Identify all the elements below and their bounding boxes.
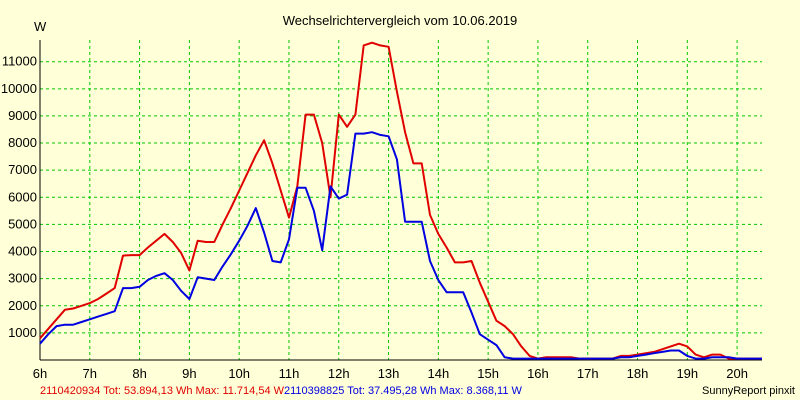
tick-labels: 6h 7h 8h 9h 10h 11h 12h 13h 14h 15h 16h 17h 18h 19h 20… [1, 54, 748, 381]
x-tick-label-4: 10h [228, 366, 250, 381]
x-tick-label-1: 7h [83, 366, 97, 381]
grid-layer [39, 40, 762, 360]
y-tick-label-10: 11000 [2, 54, 37, 69]
x-tick-label-7: 13h [378, 366, 400, 381]
series-layer [39, 41, 762, 360]
y-tick-label-5: 6000 [8, 189, 37, 204]
series-line-2110398825 [39, 131, 762, 360]
chart-title: Wechselrichtervergleich vom 10.06.2019 [283, 13, 518, 28]
x-tick-label-6: 12h [328, 366, 350, 381]
y-tick-label-1: 2000 [8, 298, 37, 313]
axis-layer [39, 40, 762, 361]
legend-footer: 2110420934 Tot: 53.894,13 Wh Max: 11.714… [40, 385, 795, 397]
y-tick-label-0: 1000 [8, 325, 37, 340]
x-tick-label-0: 6h [33, 366, 47, 381]
y-tick-label-4: 5000 [8, 216, 37, 231]
x-tick-label-9: 15h [477, 366, 499, 381]
x-tick-label-11: 17h [577, 366, 599, 381]
series-line-2110420934 [39, 41, 762, 360]
y-tick-label-6: 7000 [8, 162, 37, 177]
credit-text: SunnyReport pinxit [702, 385, 795, 397]
y-tick-label-3: 4000 [8, 244, 37, 259]
y-tick-label-9: 10000 [1, 81, 37, 96]
y-tick-label-7: 8000 [8, 135, 37, 150]
x-tick-label-14: 20h [726, 366, 748, 381]
y-tick-label-2: 3000 [8, 271, 37, 286]
x-tick-label-12: 18h [627, 366, 649, 381]
y-tick-label-8: 9000 [8, 108, 37, 123]
x-tick-label-10: 16h [527, 366, 549, 381]
x-tick-label-13: 19h [676, 366, 698, 381]
legend-series-2: 2110398825 Tot: 37.495,28 Wh Max: 8.368,… [284, 385, 523, 397]
y-axis-label: W [34, 19, 47, 34]
legend-series-1: 2110420934 Tot: 53.894,13 Wh Max: 11.714… [40, 385, 285, 397]
x-tick-label-5: 11h [279, 366, 300, 381]
x-tick-label-3: 9h [182, 366, 196, 381]
x-tick-label-8: 14h [427, 366, 449, 381]
x-tick-label-2: 8h [132, 366, 146, 381]
